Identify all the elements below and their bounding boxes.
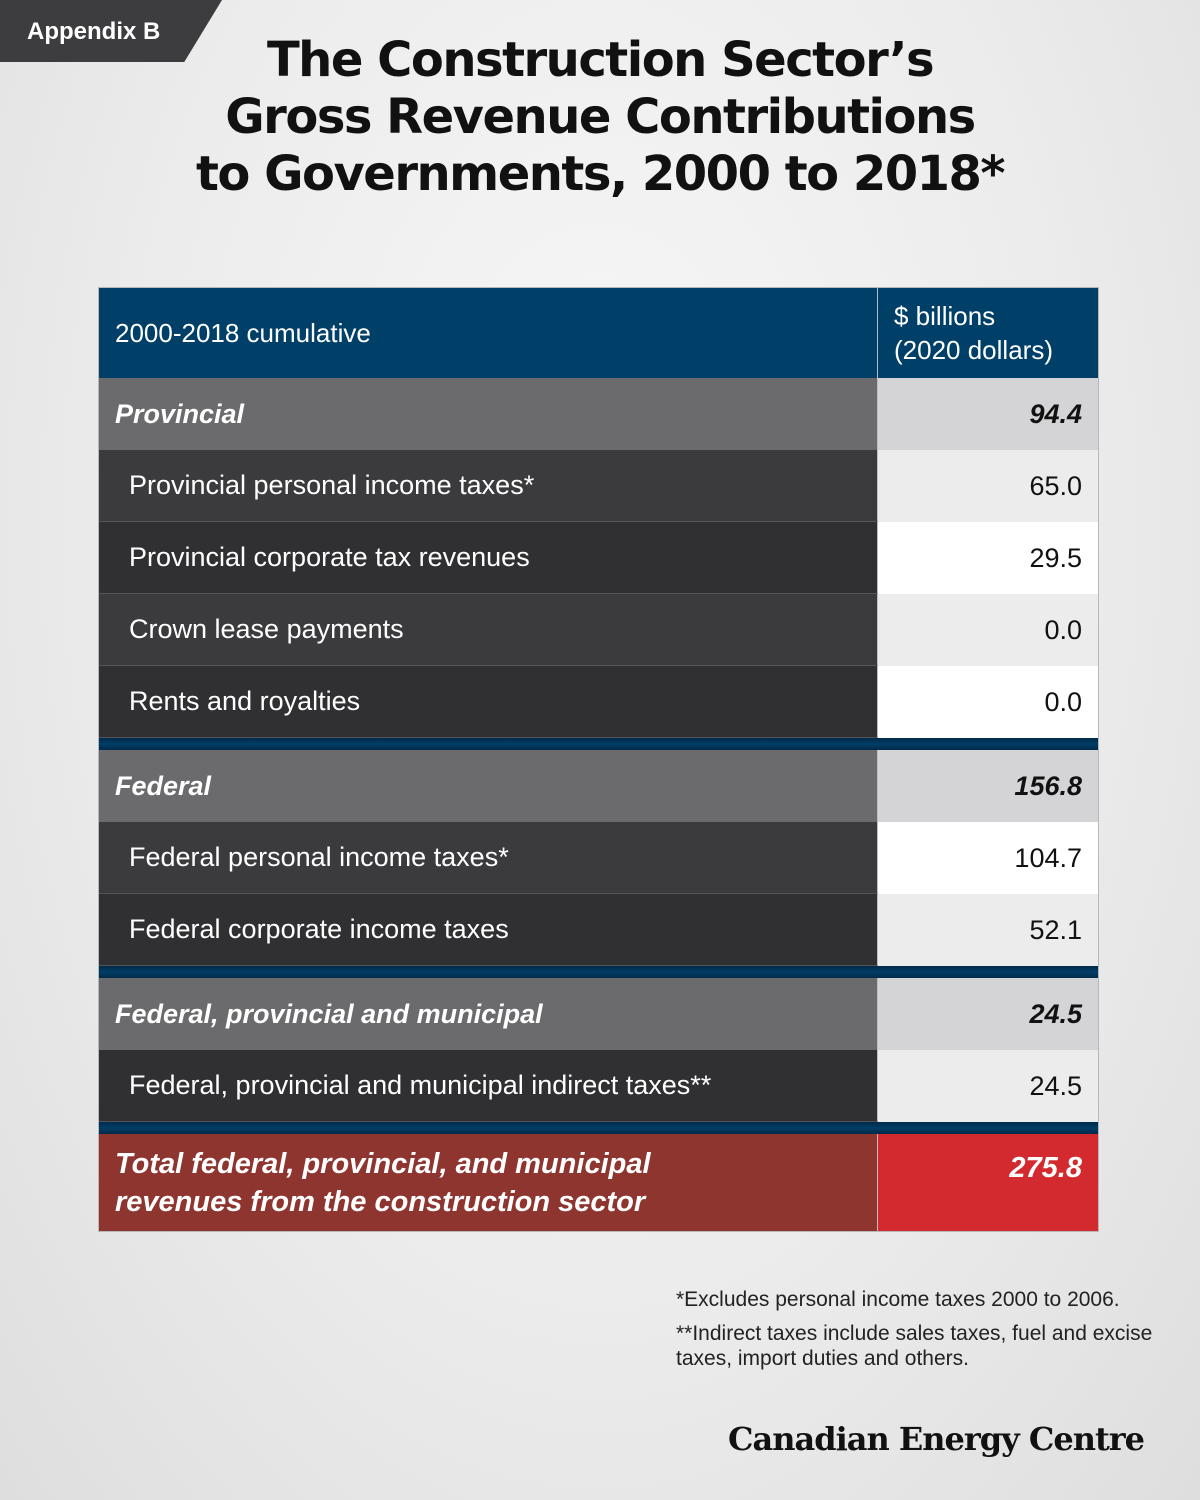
row-label: Rents and royalties <box>99 666 878 738</box>
row-label: Crown lease payments <box>99 594 878 666</box>
table-row: Rents and royalties 0.0 <box>99 666 1098 738</box>
section-value: 24.5 <box>878 978 1098 1050</box>
row-label: Federal personal income taxes* <box>99 822 878 894</box>
total-row: Total federal, provincial, and municipal… <box>99 1134 1098 1231</box>
title-line-2: Gross Revenue Contributions <box>225 89 976 145</box>
appendix-tag: Appendix B <box>0 0 222 62</box>
section-label: Federal <box>99 750 878 822</box>
footnote-2: **Indirect taxes include sales taxes, fu… <box>676 1322 1153 1370</box>
section-label: Federal, provincial and municipal <box>99 978 878 1050</box>
section-divider <box>99 966 1098 978</box>
row-value: 0.0 <box>878 666 1098 738</box>
table-header: 2000-2018 cumulative $ billions (2020 dol… <box>99 288 1098 378</box>
section-federal: Federal 156.8 <box>99 750 1098 822</box>
header-value: $ billions (2020 dollars) <box>878 288 1098 378</box>
section-value: 156.8 <box>878 750 1098 822</box>
table-row: Federal corporate income taxes 52.1 <box>99 894 1098 966</box>
row-label: Federal, provincial and municipal indire… <box>99 1050 878 1122</box>
row-label: Federal corporate income taxes <box>99 894 878 966</box>
section-value: 94.4 <box>878 378 1098 450</box>
header-label: 2000-2018 cumulative <box>99 288 878 378</box>
row-value: 52.1 <box>878 894 1098 966</box>
row-value: 24.5 <box>878 1050 1098 1122</box>
row-value: 0.0 <box>878 594 1098 666</box>
title-line-1: The Construction Sector’s <box>266 32 935 88</box>
total-label: Total federal, provincial, and municipal… <box>99 1134 878 1231</box>
row-value: 29.5 <box>878 522 1098 594</box>
row-value: 104.7 <box>878 822 1098 894</box>
row-value: 65.0 <box>878 450 1098 522</box>
footnote-1: *Excludes personal income taxes 2000 to … <box>676 1288 1120 1311</box>
section-divider <box>99 1122 1098 1134</box>
row-label: Provincial personal income taxes* <box>99 450 878 522</box>
table-row: Crown lease payments 0.0 <box>99 594 1098 666</box>
table-row: Federal, provincial and municipal indire… <box>99 1050 1098 1122</box>
section-divider <box>99 738 1098 750</box>
table-row: Provincial personal income taxes* 65.0 <box>99 450 1098 522</box>
brand-logo: Canadian Energy Centre <box>728 1420 1145 1458</box>
total-value: 275.8 <box>878 1134 1098 1231</box>
table-row: Federal personal income taxes* 104.7 <box>99 822 1098 894</box>
row-label: Provincial corporate tax revenues <box>99 522 878 594</box>
page-title: The Construction Sector’s Gross Revenue … <box>0 32 1200 203</box>
section-provincial: Provincial 94.4 <box>99 378 1098 450</box>
footnotes: *Excludes personal income taxes 2000 to … <box>676 1287 1186 1380</box>
section-label: Provincial <box>99 378 878 450</box>
title-line-3: to Governments, 2000 to 2018* <box>195 146 1006 202</box>
table-row: Provincial corporate tax revenues 29.5 <box>99 522 1098 594</box>
revenue-table: 2000-2018 cumulative $ billions (2020 dol… <box>98 287 1099 1232</box>
section-fpm: Federal, provincial and municipal 24.5 <box>99 978 1098 1050</box>
